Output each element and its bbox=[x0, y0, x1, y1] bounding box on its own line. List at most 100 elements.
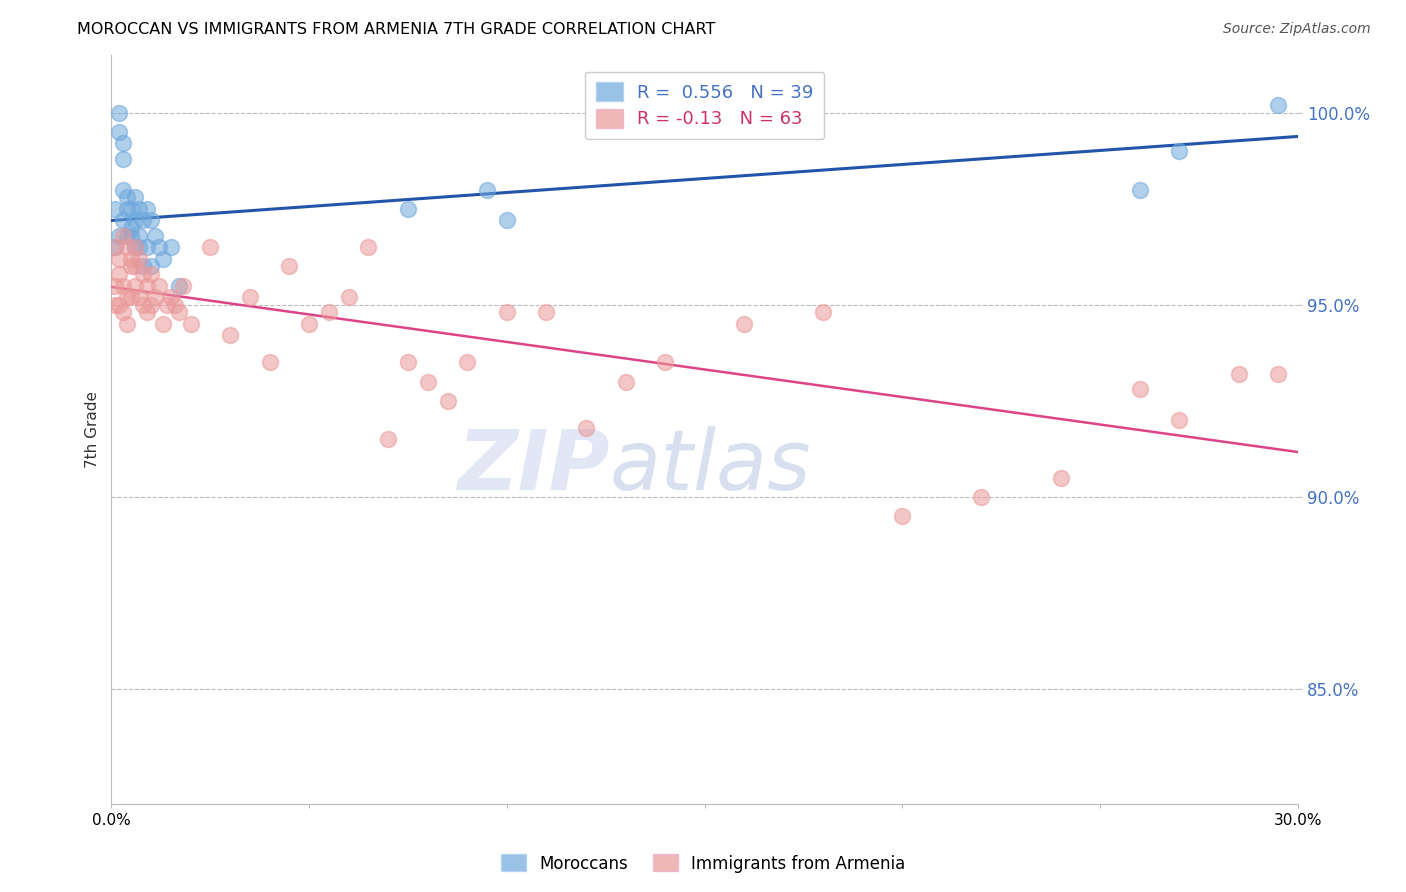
Point bbox=[179, 317, 201, 331]
Point bbox=[970, 490, 993, 504]
Point bbox=[396, 355, 419, 369]
Point bbox=[124, 260, 146, 274]
Point bbox=[1129, 182, 1152, 196]
Point bbox=[475, 182, 498, 196]
Point bbox=[104, 278, 127, 293]
Point bbox=[143, 228, 166, 243]
Point bbox=[132, 213, 155, 227]
Point bbox=[108, 105, 131, 120]
Point bbox=[132, 260, 155, 274]
Point bbox=[1168, 413, 1191, 427]
Point bbox=[496, 305, 519, 319]
Point bbox=[124, 190, 146, 204]
Point bbox=[132, 267, 155, 281]
Point bbox=[1129, 382, 1152, 396]
Point bbox=[108, 125, 131, 139]
Point bbox=[128, 240, 150, 254]
Point bbox=[1168, 144, 1191, 158]
Point bbox=[239, 290, 262, 304]
Point bbox=[813, 305, 835, 319]
Point bbox=[139, 267, 162, 281]
Point bbox=[159, 290, 181, 304]
Point bbox=[136, 278, 159, 293]
Point bbox=[104, 298, 127, 312]
Point bbox=[120, 221, 142, 235]
Point bbox=[108, 228, 131, 243]
Point bbox=[112, 182, 135, 196]
Point bbox=[416, 375, 439, 389]
Point bbox=[172, 278, 194, 293]
Point bbox=[120, 290, 142, 304]
Point bbox=[120, 260, 142, 274]
Point bbox=[132, 298, 155, 312]
Point bbox=[115, 290, 138, 304]
Text: Source: ZipAtlas.com: Source: ZipAtlas.com bbox=[1223, 22, 1371, 37]
Point bbox=[120, 228, 142, 243]
Point bbox=[139, 260, 162, 274]
Point bbox=[115, 240, 138, 254]
Point bbox=[167, 305, 190, 319]
Legend: R =  0.556   N = 39, R = -0.13   N = 63: R = 0.556 N = 39, R = -0.13 N = 63 bbox=[585, 71, 824, 139]
Text: atlas: atlas bbox=[610, 426, 811, 508]
Point bbox=[156, 298, 179, 312]
Point bbox=[115, 202, 138, 216]
Point bbox=[108, 298, 131, 312]
Point bbox=[139, 213, 162, 227]
Text: ZIP: ZIP bbox=[457, 426, 610, 508]
Point bbox=[536, 305, 558, 319]
Point bbox=[136, 202, 159, 216]
Point bbox=[337, 290, 360, 304]
Point bbox=[108, 267, 131, 281]
Point bbox=[654, 355, 676, 369]
Point bbox=[143, 290, 166, 304]
Point bbox=[456, 355, 478, 369]
Point bbox=[128, 228, 150, 243]
Point bbox=[124, 213, 146, 227]
Point bbox=[108, 252, 131, 266]
Point bbox=[436, 393, 458, 408]
Point bbox=[733, 317, 755, 331]
Point bbox=[219, 328, 242, 343]
Point bbox=[1267, 98, 1289, 112]
Point bbox=[112, 278, 135, 293]
Point bbox=[614, 375, 637, 389]
Point bbox=[259, 355, 281, 369]
Point bbox=[124, 278, 146, 293]
Point bbox=[396, 202, 419, 216]
Point bbox=[278, 260, 301, 274]
Point bbox=[136, 305, 159, 319]
Point bbox=[1049, 470, 1071, 484]
Point bbox=[128, 290, 150, 304]
Point bbox=[120, 202, 142, 216]
Point bbox=[575, 420, 598, 434]
Point bbox=[1267, 367, 1289, 381]
Point bbox=[115, 228, 138, 243]
Point bbox=[104, 240, 127, 254]
Point bbox=[891, 508, 914, 523]
Point bbox=[112, 305, 135, 319]
Point bbox=[104, 240, 127, 254]
Point bbox=[139, 298, 162, 312]
Point bbox=[128, 202, 150, 216]
Point bbox=[115, 317, 138, 331]
Point bbox=[163, 298, 186, 312]
Text: MOROCCAN VS IMMIGRANTS FROM ARMENIA 7TH GRADE CORRELATION CHART: MOROCCAN VS IMMIGRANTS FROM ARMENIA 7TH … bbox=[77, 22, 716, 37]
Point bbox=[148, 240, 170, 254]
Point bbox=[112, 228, 135, 243]
Point bbox=[357, 240, 380, 254]
Point bbox=[318, 305, 340, 319]
Point bbox=[112, 213, 135, 227]
Point bbox=[496, 213, 519, 227]
Legend: Moroccans, Immigrants from Armenia: Moroccans, Immigrants from Armenia bbox=[494, 847, 912, 880]
Point bbox=[298, 317, 321, 331]
Point bbox=[128, 252, 150, 266]
Point bbox=[124, 240, 146, 254]
Point bbox=[148, 278, 170, 293]
Point bbox=[120, 252, 142, 266]
Point bbox=[152, 252, 174, 266]
Point bbox=[152, 317, 174, 331]
Point bbox=[200, 240, 222, 254]
Point bbox=[1227, 367, 1250, 381]
Point bbox=[136, 240, 159, 254]
Point bbox=[112, 136, 135, 151]
